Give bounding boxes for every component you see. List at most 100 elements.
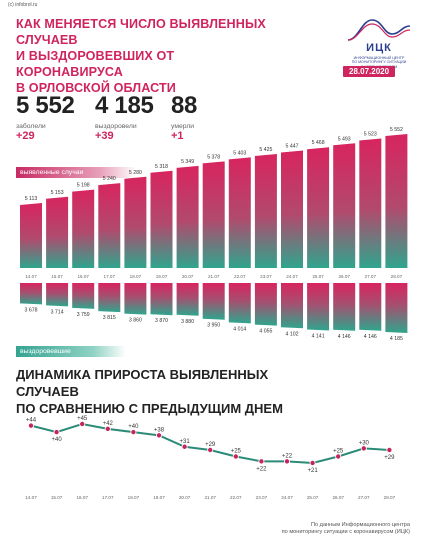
- recovered-bar: [124, 283, 147, 315]
- recovered-bar-label: 4 055: [259, 329, 272, 335]
- date-tick: 18.07: [130, 274, 142, 279]
- stat-number: 5 552: [16, 92, 75, 119]
- line-date-tick: 27.07: [358, 495, 370, 500]
- title-line: в Орловской области: [16, 81, 176, 95]
- line-date-tick: 22.07: [230, 495, 242, 500]
- copyright: (c) infobrol.ru: [8, 2, 38, 8]
- stat-delta: +39: [95, 130, 114, 142]
- logo-subtitle-line: Информационный центр: [353, 56, 405, 60]
- date-badge: 28.07.2020: [343, 66, 396, 77]
- line-date-tick: 25.07: [307, 495, 319, 500]
- recovered-bar-label: 4 185: [390, 336, 403, 342]
- increment-label: +21: [308, 468, 319, 474]
- recovered-bar: [72, 283, 95, 309]
- increment-point: [258, 458, 265, 465]
- line-date-tick: 26.07: [332, 495, 344, 500]
- stat-delta: +1: [171, 130, 184, 142]
- cases-bar: [72, 189, 95, 268]
- page-title: Как меняется число выявленных случаев и …: [16, 16, 266, 96]
- source-note-line: по мониторингу ситуации с коронавирусом …: [281, 529, 410, 535]
- recovered-bar: [333, 283, 356, 331]
- recovered-bar: [228, 283, 251, 324]
- cases-bar-label: 5 240: [103, 176, 116, 182]
- logo-name: ИЦК: [366, 42, 392, 54]
- increment-point: [181, 443, 188, 450]
- recovered-bar-label: 4 146: [338, 334, 351, 340]
- stat-label: заболели: [16, 123, 46, 130]
- line-date-tick: 15.07: [51, 495, 63, 500]
- line-date-tick: 23.07: [256, 495, 268, 500]
- date-tick: 16.07: [77, 274, 89, 279]
- cases-bar: [333, 143, 356, 268]
- recovered-bar-label: 4 014: [233, 326, 246, 332]
- cases-bar-label: 5 425: [259, 147, 272, 153]
- line-date-tick: 18.07: [128, 495, 140, 500]
- stat-recovered: 4 185 выздоровели +39: [95, 92, 154, 142]
- title-line: Как меняется число выявленных случаев: [16, 17, 266, 47]
- increment-label: +29: [205, 442, 216, 448]
- date-tick: 22.07: [234, 274, 246, 279]
- recovered-bar-label: 3 950: [207, 323, 220, 329]
- logo-wave-icon: [347, 19, 411, 41]
- cases-bar: [254, 153, 277, 268]
- recovered-bar: [254, 283, 277, 326]
- increment-point: [79, 420, 86, 427]
- recovered-bar: [202, 283, 225, 320]
- increment-point: [309, 459, 316, 466]
- increment-label: +25: [231, 449, 242, 455]
- cases-bar-label: 5 493: [338, 136, 351, 142]
- increment-point: [232, 453, 239, 460]
- cases-bar-label: 5 280: [129, 170, 142, 176]
- increment-label: +31: [180, 439, 191, 445]
- increment-point: [155, 432, 162, 439]
- cases-bar: [46, 196, 69, 268]
- cases-bar-label: 5 378: [207, 154, 220, 160]
- recovered-bar-label: 3 880: [181, 319, 194, 325]
- cases-banner: выявленные случаи: [16, 167, 136, 178]
- increment-label: +22: [256, 466, 267, 472]
- increment-point: [283, 458, 290, 465]
- recovered-bar-label: 4 146: [364, 334, 377, 340]
- recovered-bar: [46, 283, 69, 307]
- date-tick: 25.07: [312, 274, 324, 279]
- cases-bar-label: 5 523: [364, 132, 377, 138]
- increment-label: +40: [52, 437, 63, 443]
- line-date-tick: 21.07: [204, 495, 216, 500]
- increment-label: +25: [333, 449, 344, 455]
- date-tick: 26.07: [338, 274, 350, 279]
- cases-bar: [228, 157, 251, 268]
- line-date-tick: 24.07: [281, 495, 293, 500]
- date-tick: 20.07: [182, 274, 194, 279]
- increment-point: [335, 453, 342, 460]
- increment-label: +42: [103, 421, 114, 427]
- stat-delta: +29: [16, 130, 35, 142]
- cases-bar-label: 5 403: [233, 150, 246, 156]
- logo-subtitle-line: по мониторингу ситуации: [351, 60, 407, 65]
- cases-bar-label: 5 198: [77, 183, 90, 189]
- title-line: и выздоровевших от коронавируса: [16, 49, 175, 79]
- line-date-tick: 17.07: [102, 495, 114, 500]
- recovered-bar: [359, 283, 382, 331]
- line-date-tick: 16.07: [76, 495, 88, 500]
- increment-point: [386, 446, 393, 453]
- date-tick: 21.07: [208, 274, 220, 279]
- cases-bar: [150, 170, 173, 268]
- recovered-bar: [307, 283, 330, 331]
- stat-number: 4 185: [95, 92, 154, 119]
- recovered-bar: [176, 283, 199, 316]
- stat-deaths: 88 умерли +1: [171, 92, 197, 142]
- cases-bar-label: 5 153: [51, 190, 64, 196]
- increment-label: +38: [154, 427, 165, 433]
- recovered-bar-label: 3 815: [103, 315, 116, 321]
- increment-point: [53, 429, 60, 436]
- date-tick: 23.07: [260, 274, 272, 279]
- cases-bar: [281, 150, 303, 268]
- cases-bar-label: 5 113: [25, 196, 38, 202]
- recovered-bar-label: 4 141: [312, 334, 325, 340]
- stat-number: 88: [171, 92, 198, 119]
- recovered-bar: [98, 283, 121, 313]
- cases-bar-label: 5 447: [286, 144, 299, 150]
- increment-label: +45: [77, 416, 88, 422]
- cases-bar: [307, 147, 330, 268]
- increment-point: [104, 425, 111, 432]
